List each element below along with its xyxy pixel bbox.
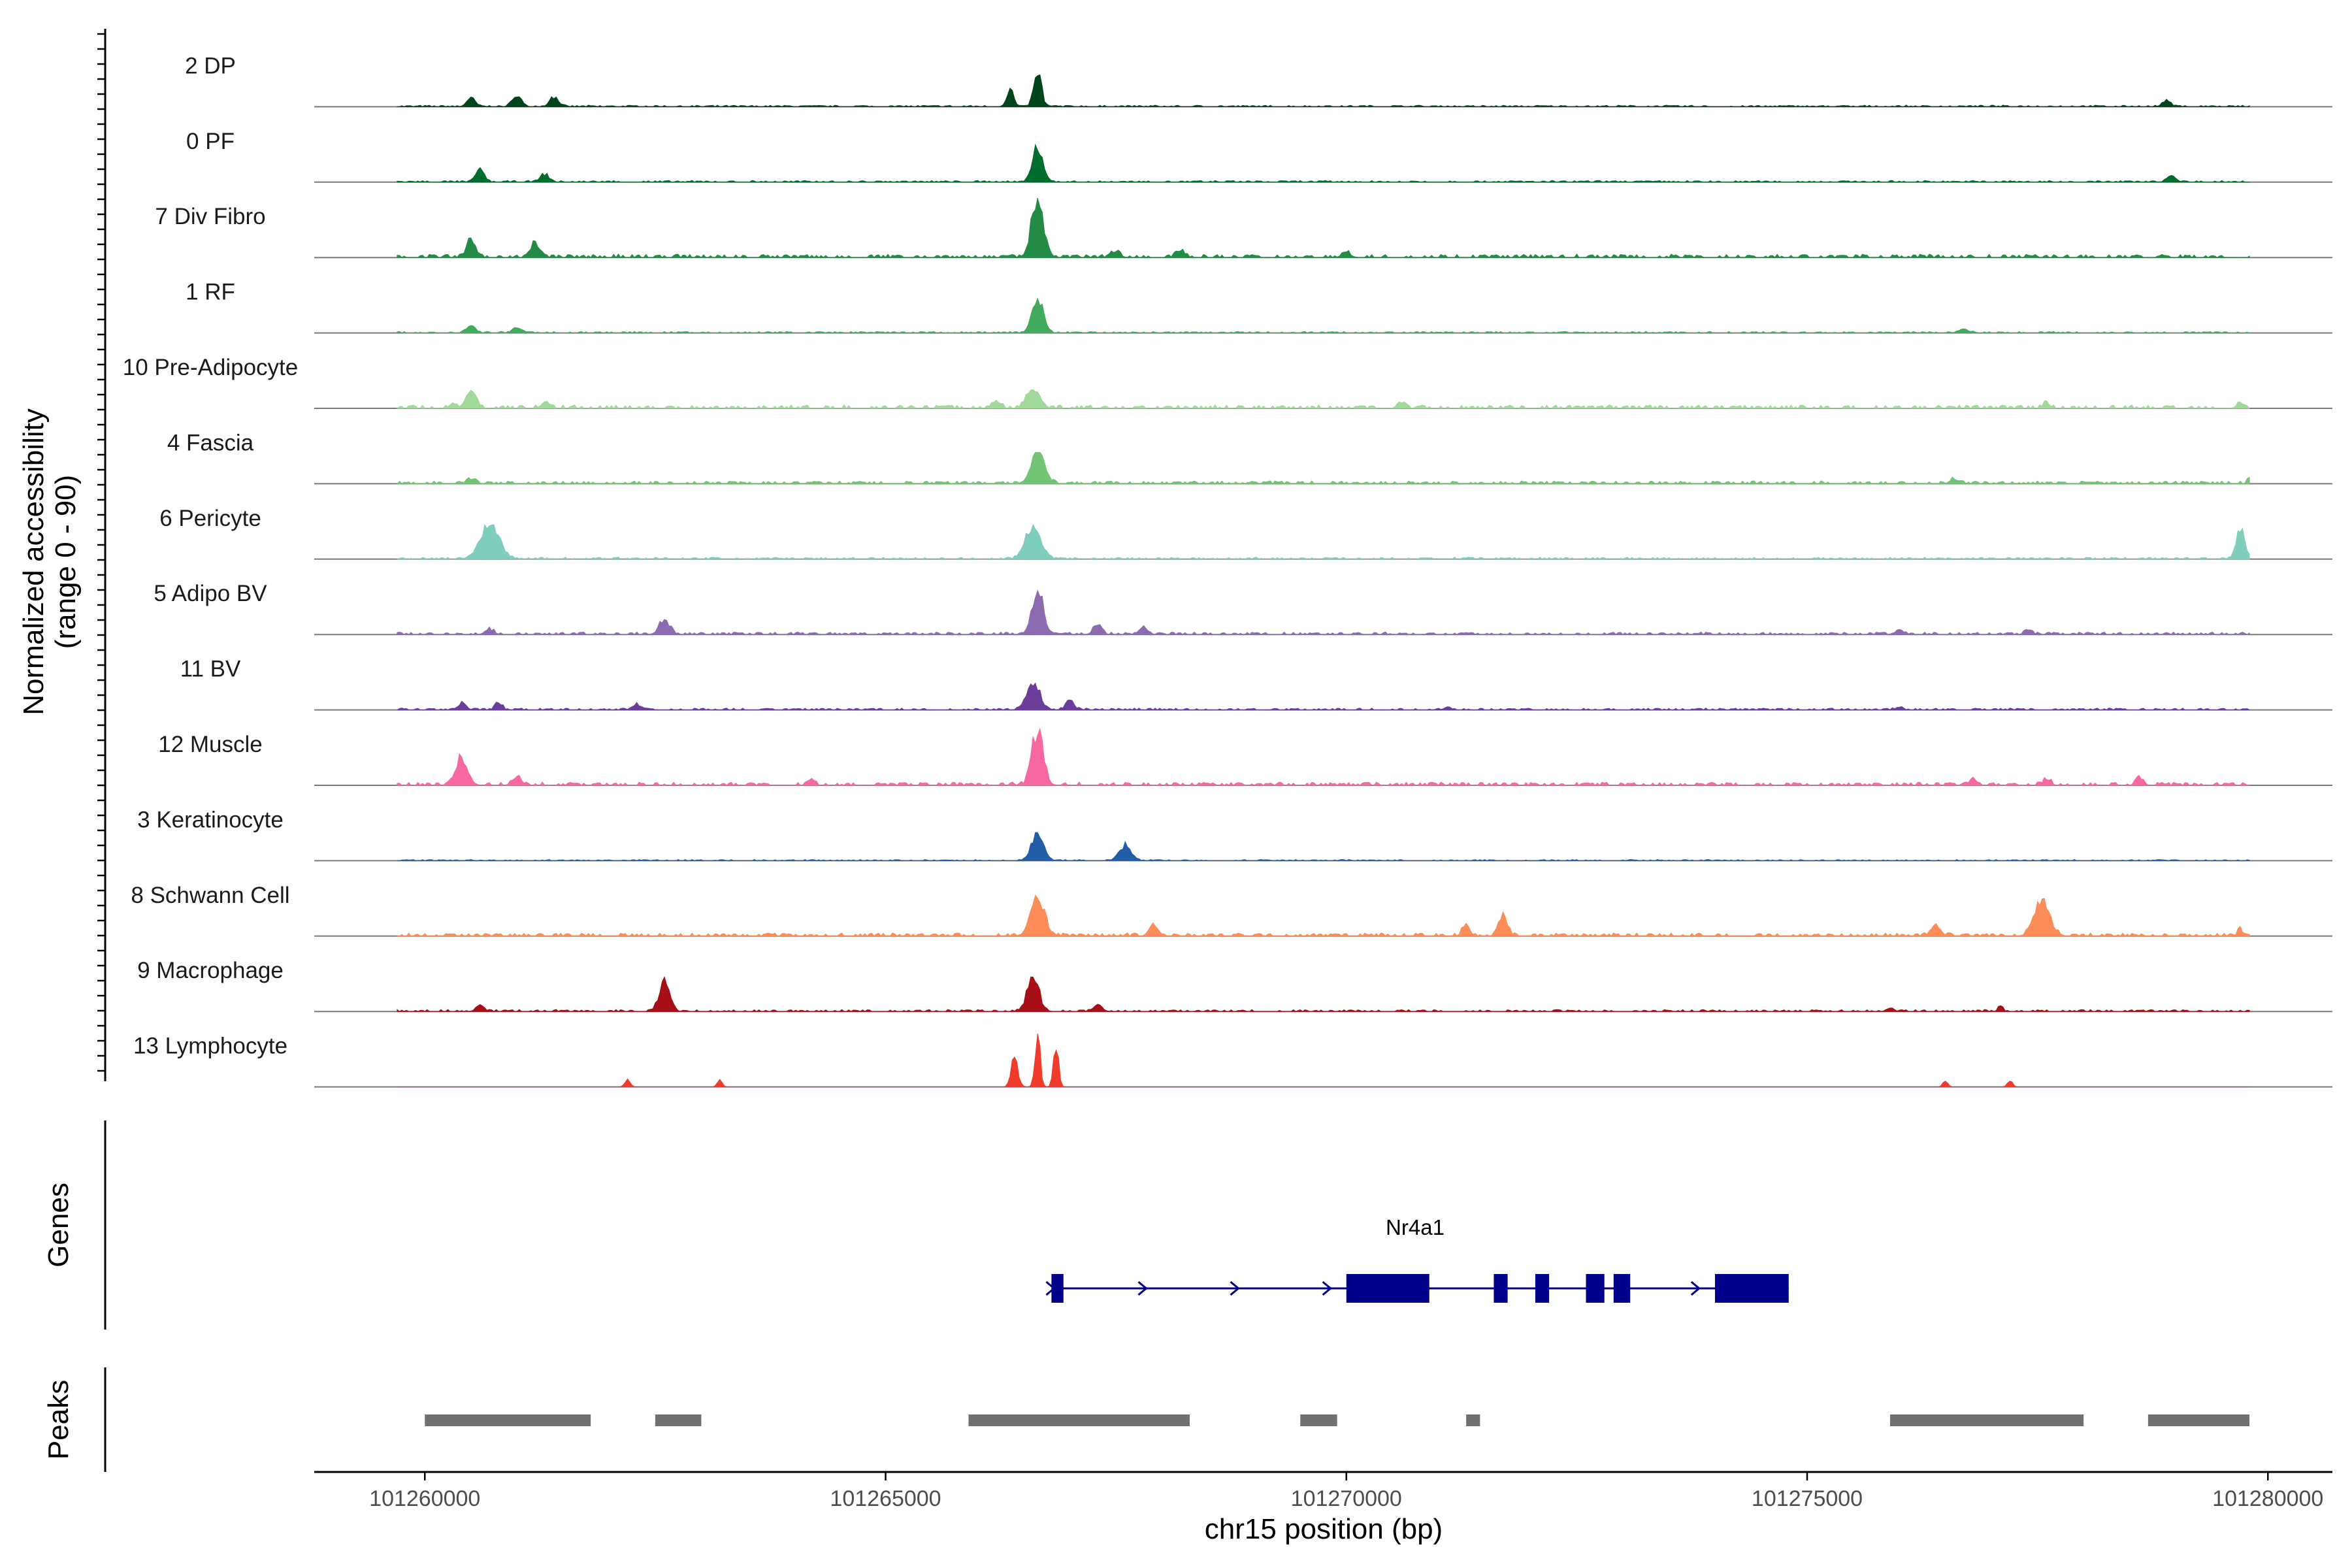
x-tick-label: 101280000 [2212, 1486, 2323, 1511]
strand-arrow [1230, 1281, 1240, 1296]
strand-arrow [1322, 1281, 1332, 1296]
track-label: 12 Muscle [158, 732, 263, 757]
peak-region [2148, 1414, 2250, 1426]
track-label: 5 Adipo BV [154, 581, 267, 606]
gene-exon [1346, 1274, 1429, 1303]
coverage-area [397, 143, 2250, 183]
peak-region [968, 1414, 1190, 1426]
strand-arrow [1137, 1281, 1148, 1296]
strand-arrow [1690, 1281, 1701, 1296]
coverage-area [397, 389, 2250, 409]
gene-exon [1535, 1274, 1550, 1303]
gene-exon [1714, 1274, 1789, 1303]
coverage-area [397, 1033, 2250, 1088]
peak-region [1466, 1414, 1480, 1426]
x-axis-title: chr15 position (bp) [1205, 1513, 1443, 1545]
gene-exon [1613, 1274, 1631, 1303]
x-tick-label: 101275000 [1752, 1486, 1863, 1511]
peak-region [1889, 1414, 2084, 1426]
coverage-area [397, 975, 2250, 1012]
gene-exon [1494, 1274, 1508, 1303]
coverage-area [397, 74, 2250, 107]
coverage-y-ticks [97, 33, 105, 1072]
track-label: 1 RF [186, 280, 235, 305]
peak-region [1300, 1414, 1337, 1426]
peak-track [425, 1414, 2250, 1426]
track-label: 10 Pre-Adipocyte [123, 355, 298, 380]
y-axis-title-line1: Normalized accessibility [18, 408, 50, 715]
coverage-area [397, 832, 2250, 861]
track-label: 3 Keratinocyte [137, 807, 284, 832]
y-axis-title-line2: (range 0 - 90) [50, 475, 82, 649]
coverage-tracks: 2 DP 0 PF 7 Div Fibro 1 RF 10 Pre-Adipocyte 4… [123, 53, 2332, 1088]
track-label: 2 DP [185, 53, 236, 78]
coverage-area [397, 589, 2250, 635]
peaks-title: Peaks [42, 1380, 74, 1460]
track-label: 4 Fascia [167, 430, 254, 455]
x-tick-label: 101265000 [830, 1486, 941, 1511]
track-label: 0 PF [186, 129, 235, 154]
coverage-area [397, 451, 2250, 484]
genes-title: Genes [42, 1183, 74, 1267]
track-label: 11 BV [180, 657, 241, 682]
peak-region [655, 1414, 702, 1426]
x-axis-ticks: 101260000 101265000 101270000 101275000 1012… [369, 1472, 2323, 1511]
peak-region [425, 1414, 591, 1426]
x-tick-label: 101270000 [1291, 1486, 1402, 1511]
track-label: 9 Macrophage [137, 958, 284, 983]
coverage-area [397, 297, 2250, 334]
coverage-area [397, 727, 2250, 786]
track-label: 7 Div Fibro [155, 204, 265, 229]
x-tick-label: 101260000 [369, 1486, 480, 1511]
coverage-area [397, 894, 2250, 937]
track-label: 13 Lymphocyte [133, 1034, 287, 1059]
gene-exon [1586, 1274, 1605, 1303]
coverage-area [397, 523, 2250, 560]
gene-name-label: Nr4a1 [1386, 1215, 1445, 1239]
coverage-area [397, 682, 2250, 711]
gene-exon [1051, 1274, 1064, 1303]
coverage-area [397, 197, 2250, 258]
track-label: 8 Schwann Cell [131, 883, 289, 908]
gene-track [1045, 1274, 1789, 1303]
track-label: 6 Pericyte [159, 506, 261, 531]
